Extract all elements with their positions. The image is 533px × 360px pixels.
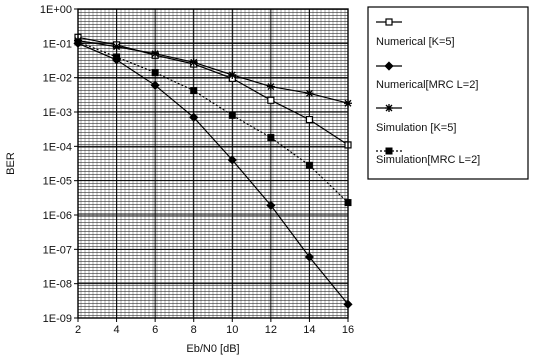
y-tick-label: 1E-08 [43, 279, 72, 291]
legend-marker [385, 104, 393, 112]
data-point [304, 252, 314, 262]
series-line [77, 36, 349, 146]
marker-shape [385, 147, 393, 155]
series-line [77, 40, 349, 104]
marker-shape [266, 200, 276, 210]
y-tick-label: 1E-04 [43, 141, 72, 153]
legend-label: Simulation[MRC L=2] [376, 154, 480, 166]
y-tick-label: 1E-09 [43, 313, 72, 325]
legend-label: Numerical [K=5] [376, 36, 455, 48]
y-tick-label: 1E-01 [43, 38, 72, 50]
marker-shape [228, 111, 236, 119]
legend-marker [385, 147, 393, 155]
data-point [266, 200, 276, 210]
data-point [305, 161, 313, 169]
x-tick-label: 14 [303, 324, 315, 336]
data-point [190, 87, 198, 95]
data-point [266, 82, 275, 91]
marker-shape [304, 252, 314, 262]
data-point [228, 70, 237, 79]
marker-shape [189, 112, 199, 122]
marker-shape [305, 161, 313, 169]
data-point [189, 58, 198, 67]
legend: Numerical [K=5] Numerical[MRC L=2] Simulat… [367, 6, 529, 180]
x-tick-label: 16 [342, 324, 354, 336]
legend-label: Simulation [K=5] [376, 122, 456, 134]
y-tick-label: 1E+00 [40, 4, 72, 16]
y-tick-label: 1E-03 [43, 107, 72, 119]
series-line [77, 42, 349, 305]
marker-shape [385, 18, 393, 26]
y-tick-label: 1E-06 [43, 210, 72, 222]
plot-background [78, 9, 348, 318]
marker-shape [266, 82, 275, 91]
legend-label: Numerical[MRC L=2] [376, 79, 478, 91]
marker-shape [384, 61, 394, 71]
data-point [305, 116, 314, 124]
marker-shape [305, 89, 314, 98]
x-tick-label: 12 [265, 324, 277, 336]
marker-shape [151, 69, 159, 77]
y-tick-label: 1E-02 [43, 73, 72, 85]
plot-frame [77, 8, 349, 319]
marker-shape [150, 80, 160, 90]
x-axis-label: Eb/N0 [dB] [186, 343, 239, 355]
x-tick-label: 8 [191, 324, 197, 336]
data-point [113, 53, 121, 61]
data-point [267, 96, 275, 104]
x-tick-label: 4 [114, 324, 120, 336]
data-point [267, 134, 275, 142]
legend-item: Numerical[MRC L=2] [376, 61, 478, 91]
x-tick-label: 6 [152, 324, 158, 336]
data-point [150, 80, 160, 90]
data-point [227, 155, 237, 165]
series-line [77, 41, 349, 204]
data-point [228, 111, 236, 119]
axes: 1E+00 1E-01 1E-02 1E-03 1E-04 1E-05 1E-06 1E-07… [5, 4, 354, 355]
y-tick-label: 1E-07 [43, 244, 72, 256]
legend-item: Simulation [K=5] [376, 104, 456, 134]
marker-shape [112, 42, 121, 51]
marker-shape [227, 155, 237, 165]
x-tick-label: 2 [75, 324, 81, 336]
y-axis-label: BER [5, 152, 17, 175]
marker-shape [190, 87, 198, 95]
marker-shape [151, 49, 160, 58]
x-tick-label: 10 [226, 324, 238, 336]
data-point [189, 112, 199, 122]
marker-shape [228, 70, 237, 79]
marker-shape [189, 58, 198, 67]
marker-shape [267, 96, 275, 104]
data-point [151, 69, 159, 77]
data-point [151, 49, 160, 58]
legend-item: Numerical [K=5] [376, 18, 455, 48]
legend-item: Simulation[MRC L=2] [376, 147, 480, 166]
legend-marker [385, 18, 393, 26]
marker-shape [113, 53, 121, 61]
marker-shape [267, 134, 275, 142]
marker-shape [385, 104, 393, 112]
legend-box [367, 6, 529, 180]
marker-shape [305, 116, 314, 124]
legend-marker [384, 61, 394, 71]
data-point [112, 42, 121, 51]
plot-area [78, 9, 348, 318]
y-tick-label: 1E-05 [43, 176, 72, 188]
data-point [305, 89, 314, 98]
